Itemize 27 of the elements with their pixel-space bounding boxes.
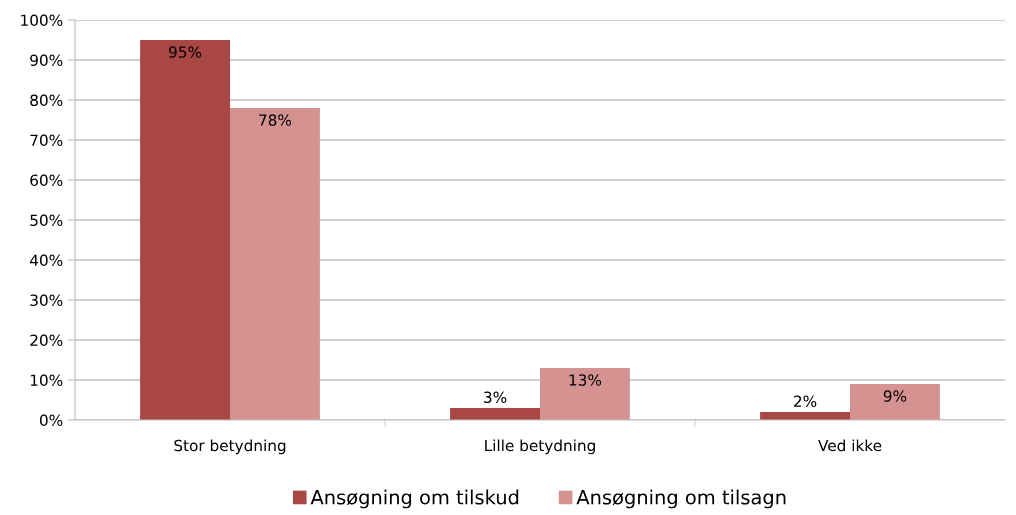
x-tick-label: Ved ikke <box>818 439 882 452</box>
y-tick-label: 50% <box>30 214 63 227</box>
bar <box>850 384 940 420</box>
y-tick-label: 100% <box>21 14 63 27</box>
legend-label: Ansøgning om tilsagn <box>576 489 786 509</box>
text: 3% <box>484 391 507 404</box>
y-tick-label: 60% <box>30 174 63 187</box>
y-tick-label: 10% <box>30 374 63 387</box>
y-tick-label: 90% <box>30 54 63 67</box>
bar <box>540 368 630 420</box>
legend-label: Ansøgning om tilskud <box>310 489 519 509</box>
y-tick-label: 80% <box>30 94 63 107</box>
x-tick-label: Lille betydning <box>485 439 595 455</box>
y-tick-label: 0% <box>39 414 63 427</box>
y-tick-label: 40% <box>29 254 63 267</box>
bar <box>230 108 320 420</box>
text: 78% <box>259 114 292 126</box>
y-tick-label: 20% <box>30 334 63 347</box>
bar <box>450 408 540 420</box>
text: 2% <box>794 395 817 408</box>
y-tick-label: 30% <box>30 294 63 307</box>
text: 95% <box>169 46 202 58</box>
y-tick-label: 70% <box>30 134 63 147</box>
x-tick-label: Stor betydning <box>174 439 286 455</box>
text: 13% <box>569 374 602 386</box>
bar <box>140 40 230 420</box>
text: 9% <box>883 390 907 402</box>
